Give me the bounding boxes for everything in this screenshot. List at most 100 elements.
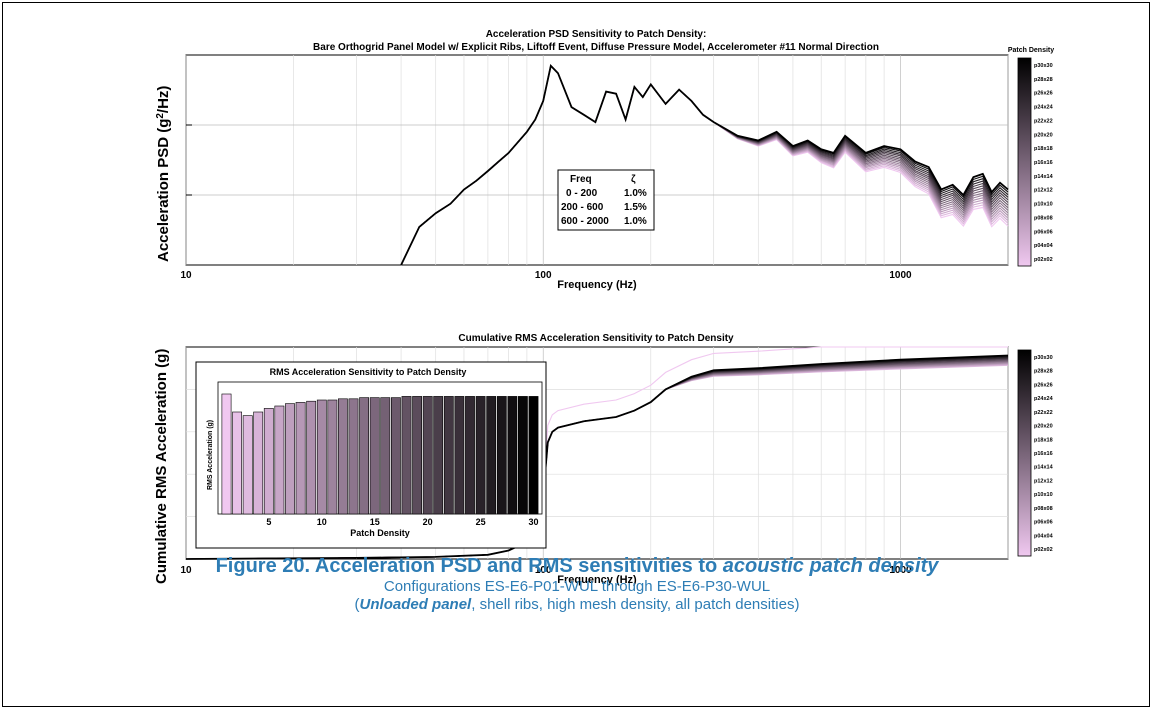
colorbar-label: p06x06 <box>1034 229 1053 235</box>
x-tick-label: 100 <box>535 270 552 281</box>
psd-colorbar <box>1017 57 1032 267</box>
inset-bar <box>285 403 295 515</box>
colorbar-label: p02x02 <box>1034 257 1053 263</box>
inset-bar <box>242 415 253 515</box>
damping-table-header-zeta: ζ <box>631 174 636 185</box>
colorbar-label: p10x10 <box>1034 492 1053 498</box>
psd-colorbar-labels: p30x30 p28x28 p26x26 p24x24 p22x22 p20x20 p18x… <box>1034 63 1054 263</box>
psd-chart-title: Acceleration PSD Sensitivity to Patch De… <box>486 29 707 40</box>
inset-title: RMS Acceleration Sensitivity to Patch De… <box>270 367 467 377</box>
caption-line-3-emphasis: Unloaded panel <box>359 596 472 613</box>
inset-x-tick-label: 10 <box>317 517 327 527</box>
cumulative-x-axis-label: Frequency (Hz) <box>557 574 637 586</box>
colorbar-label: p04x04 <box>1034 533 1054 539</box>
inset-x-ticks: 5 10 15 20 25 30 <box>266 517 538 527</box>
colorbar-label: p20x20 <box>1034 132 1053 138</box>
psd-series-line <box>400 63 1009 266</box>
inset-bar <box>253 411 264 515</box>
inset-bar <box>517 396 528 515</box>
colorbar-label: p24x24 <box>1034 396 1054 402</box>
x-tick-label: 1000 <box>889 270 912 281</box>
colorbar-label: p12x12 <box>1034 188 1053 194</box>
inset-bar <box>274 405 285 515</box>
colorbar-label: p06x06 <box>1034 520 1053 526</box>
inset-bar <box>475 396 486 515</box>
inset-bar <box>263 408 274 515</box>
colorbar-label: p28x28 <box>1034 77 1053 83</box>
cumulative-lines <box>185 346 1009 560</box>
cumulative-series-line <box>185 354 1009 560</box>
inset-bar <box>359 397 369 515</box>
damping-table-row2-zeta: 1.5% <box>624 202 647 213</box>
inset-bar <box>401 396 412 515</box>
caption-line-3-open: ( <box>354 596 360 613</box>
colorbar-label: p22x22 <box>1034 118 1053 124</box>
colorbar-label: p26x26 <box>1034 382 1053 388</box>
inset-bar <box>232 411 242 515</box>
cumulative-y-axis-label: Cumulative RMS Acceleration (g) <box>153 349 170 584</box>
inset-bar <box>486 396 497 515</box>
x-tick-label: 1000 <box>889 565 912 576</box>
inset-bar <box>316 399 327 515</box>
caption-line-3-rest: , shell ribs, high mesh density, all pat… <box>471 596 800 613</box>
caption-line-2: Configurations ES-E6-P01-WUL through ES-… <box>383 578 771 595</box>
psd-x-axis-label: Frequency (Hz) <box>557 279 637 291</box>
colorbar-label: p18x18 <box>1034 437 1053 443</box>
inset-x-tick-label: 15 <box>370 517 380 527</box>
inset-bar <box>454 396 465 515</box>
psd-x-ticks: 10 100 1000 <box>180 270 912 281</box>
caption-title-emphasis: acoustic patch density <box>722 555 939 577</box>
colorbar-label: p24x24 <box>1034 105 1054 111</box>
x-tick-label: 100 <box>535 565 552 576</box>
colorbar-label: p26x26 <box>1034 91 1053 97</box>
inset-bar <box>221 393 232 515</box>
inset-x-tick-label: 25 <box>476 517 486 527</box>
colorbar-label: p18x18 <box>1034 146 1053 152</box>
cumulative-chart: Cumulative RMS Acceleration Sensitivity … <box>153 333 1054 586</box>
psd-y-axis-label: Acceleration PSD (g2/Hz) <box>155 86 172 262</box>
cumulative-colorbar <box>1017 349 1032 557</box>
inset-bar <box>507 396 518 515</box>
inset-bar <box>465 396 475 515</box>
caption-title-prefix: Figure 20. Acceleration PSD and RMS sens… <box>215 555 723 577</box>
inset-bar <box>337 398 348 515</box>
colorbar-label: p04x04 <box>1034 243 1054 249</box>
inset-x-axis-label: Patch Density <box>350 528 410 538</box>
colorbar-label: p10x10 <box>1034 202 1053 208</box>
damping-table-row1-zeta: 1.0% <box>624 188 647 199</box>
damping-table-row2-freq: 200 - 600 <box>561 202 604 213</box>
inset-x-tick-label: 20 <box>423 517 433 527</box>
cumulative-x-ticks: 10 100 1000 <box>180 565 912 576</box>
psd-lines <box>400 63 1009 266</box>
colorbar-label: p30x30 <box>1034 63 1053 69</box>
colorbar-label: p08x08 <box>1034 215 1053 221</box>
caption-title: Figure 20. Acceleration PSD and RMS sens… <box>0 554 1154 578</box>
inset-bar <box>327 399 338 515</box>
damping-table-header-freq: Freq <box>570 174 592 185</box>
inset-bar <box>433 396 444 515</box>
colorbar-label: p20x20 <box>1034 424 1053 430</box>
caption-line-3: (Unloaded panel, shell ribs, high mesh d… <box>0 596 1154 614</box>
colorbar-label: p30x30 <box>1034 355 1053 361</box>
colorbar-label: p28x28 <box>1034 369 1053 375</box>
inset-bar <box>390 397 401 515</box>
colorbar-label: p12x12 <box>1034 478 1053 484</box>
psd-chart-subtitle: Bare Orthogrid Panel Model w/ Explicit R… <box>313 42 879 53</box>
inset-bar <box>348 398 359 515</box>
damping-table-row3-freq: 600 - 2000 <box>561 216 609 227</box>
figure-caption: Figure 20. Acceleration PSD and RMS sens… <box>0 554 1154 614</box>
x-tick-label: 10 <box>180 270 192 281</box>
colorbar-label: p16x16 <box>1034 451 1053 457</box>
inset-bar <box>295 402 306 515</box>
inset-y-axis-label: RMS Acceleration (g) <box>207 420 214 490</box>
damping-table-row3-zeta: 1.0% <box>624 216 647 227</box>
inset-bars <box>221 393 539 515</box>
inset-bar <box>422 396 433 515</box>
damping-table: Freq ζ 0 - 200 1.0% 200 - 600 1.5% 600 -… <box>557 169 655 231</box>
psd-chart: Acceleration PSD Sensitivity to Patch De… <box>155 29 1054 291</box>
cumulative-chart-title: Cumulative RMS Acceleration Sensitivity … <box>458 333 734 344</box>
psd-legend-title: Patch Density <box>1008 47 1054 54</box>
cumulative-colorbar-labels: p30x30 p28x28 p26x26 p24x24 p22x22 p20x20 p18x… <box>1034 355 1054 553</box>
colorbar-label: p02x02 <box>1034 547 1053 553</box>
